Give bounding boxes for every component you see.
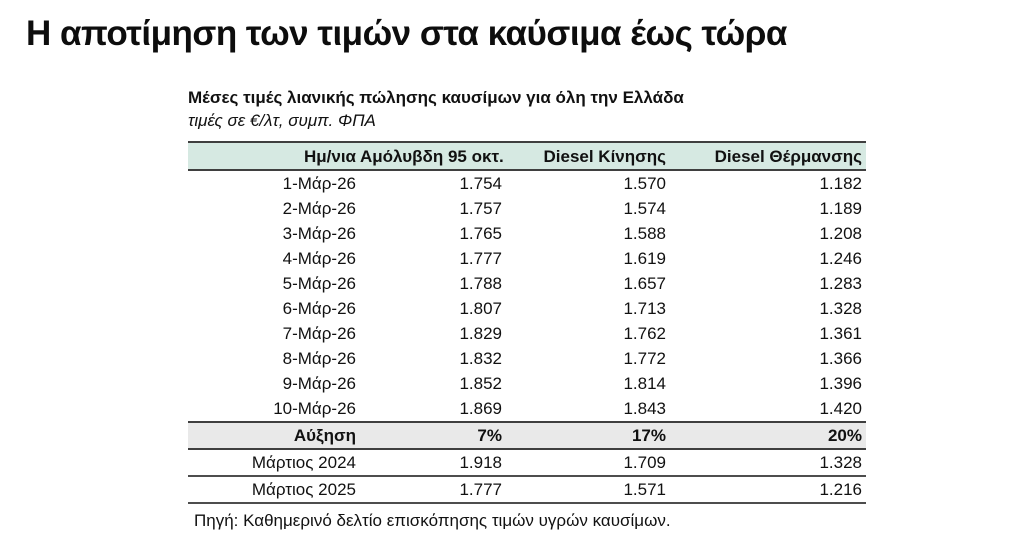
price-cell: 1.918	[459, 453, 502, 472]
price-cell: 1.361	[819, 324, 862, 343]
price-cell: 1.843	[623, 399, 666, 418]
date-cell: 5-Μάρ-26	[282, 274, 356, 293]
price-cell: 1.619	[623, 249, 666, 268]
date-cell: 4-Μάρ-26	[282, 249, 356, 268]
comparison-row-2024: Μάρτιος 2024 1.918 1.709 1.328	[188, 449, 866, 476]
date-cell: 10-Μάρ-26	[273, 399, 356, 418]
price-cell: 1.852	[459, 374, 502, 393]
price-cell: 1.283	[819, 274, 862, 293]
price-cell: 1.657	[623, 274, 666, 293]
price-cell: 1.588	[623, 224, 666, 243]
price-cell: 1.869	[459, 399, 502, 418]
table-row: 6-Μάρ-26 1.807 1.713 1.328	[188, 296, 866, 321]
price-cell: 1.807	[459, 299, 502, 318]
price-cell: 1.574	[623, 199, 666, 218]
date-cell: 6-Μάρ-26	[282, 299, 356, 318]
increase-row: Αύξηση 7% 17% 20%	[188, 422, 866, 449]
comparison-label: Μάρτιος 2025	[251, 480, 356, 499]
table-row: 4-Μάρ-26 1.777 1.619 1.246	[188, 246, 866, 271]
table-row: 7-Μάρ-26 1.829 1.762 1.361	[188, 321, 866, 346]
price-cell: 1.754	[459, 174, 502, 193]
unit-note: τιμές σε €/λτ, συμπ. ΦΠΑ	[188, 111, 376, 130]
table-row: 10-Μάρ-26 1.869 1.843 1.420	[188, 396, 866, 422]
table-row: 5-Μάρ-26 1.788 1.657 1.283	[188, 271, 866, 296]
source-note: Πηγή: Καθημερινό δελτίο επισκόπησης τιμώ…	[194, 511, 671, 530]
price-cell: 1.328	[819, 299, 862, 318]
price-cell: 1.216	[819, 480, 862, 499]
table-row: 8-Μάρ-26 1.832 1.772 1.366	[188, 346, 866, 371]
col-header-date: Ημ/νια	[303, 146, 356, 166]
col-header-diesel-auto: Diesel Κίνησης	[543, 146, 666, 166]
price-cell: 1.189	[819, 199, 862, 218]
date-cell: 8-Μάρ-26	[282, 349, 356, 368]
price-cell: 1.765	[459, 224, 502, 243]
table-header-row: Ημ/νια Αμόλυβδη 95 οκτ. Diesel Κίνησης D…	[188, 142, 866, 170]
fuel-prices-table: Ημ/νια Αμόλυβδη 95 οκτ. Diesel Κίνησης D…	[188, 141, 866, 504]
price-cell: 1.777	[459, 249, 502, 268]
price-cell: 1.814	[623, 374, 666, 393]
price-cell: 1.571	[623, 480, 666, 499]
price-cell: 1.182	[819, 174, 862, 193]
price-cell: 1.328	[819, 453, 862, 472]
price-cell: 1.420	[819, 399, 862, 418]
price-cell: 1.246	[819, 249, 862, 268]
increase-cell: 20%	[827, 426, 862, 445]
page-title: Η αποτίμηση των τιμών στα καύσιμα έως τώ…	[26, 14, 787, 53]
col-header-unleaded95: Αμόλυβδη 95 οκτ.	[360, 146, 504, 166]
date-cell: 9-Μάρ-26	[282, 374, 356, 393]
date-cell: 7-Μάρ-26	[282, 324, 356, 343]
price-cell: 1.757	[459, 199, 502, 218]
price-cell: 1.829	[459, 324, 502, 343]
comparison-row-2025: Μάρτιος 2025 1.777 1.571 1.216	[188, 476, 866, 503]
increase-cell: 7%	[477, 426, 502, 445]
price-cell: 1.777	[459, 480, 502, 499]
price-cell: 1.366	[819, 349, 862, 368]
price-cell: 1.788	[459, 274, 502, 293]
table-row: 3-Μάρ-26 1.765 1.588 1.208	[188, 221, 866, 246]
table-row: 2-Μάρ-26 1.757 1.574 1.189	[188, 196, 866, 221]
price-cell: 1.570	[623, 174, 666, 193]
date-cell: 3-Μάρ-26	[282, 224, 356, 243]
increase-cell: 17%	[631, 426, 666, 445]
table-caption: Μέσες τιμές λιανικής πώλησης καυσίμων γι…	[188, 88, 684, 107]
price-cell: 1.396	[819, 374, 862, 393]
date-cell: 1-Μάρ-26	[282, 174, 356, 193]
table-row: 1-Μάρ-26 1.754 1.570 1.182	[188, 170, 866, 196]
table-row: 9-Μάρ-26 1.852 1.814 1.396	[188, 371, 866, 396]
comparison-label: Μάρτιος 2024	[251, 453, 356, 472]
table-section: Μέσες τιμές λιανικής πώλησης καυσίμων γι…	[188, 87, 868, 531]
col-header-diesel-heating: Diesel Θέρμανσης	[714, 146, 862, 166]
price-cell: 1.709	[623, 453, 666, 472]
increase-label: Αύξηση	[293, 426, 356, 445]
date-cell: 2-Μάρ-26	[282, 199, 356, 218]
price-cell: 1.762	[623, 324, 666, 343]
price-cell: 1.832	[459, 349, 502, 368]
price-cell: 1.208	[819, 224, 862, 243]
price-cell: 1.713	[623, 299, 666, 318]
price-cell: 1.772	[623, 349, 666, 368]
